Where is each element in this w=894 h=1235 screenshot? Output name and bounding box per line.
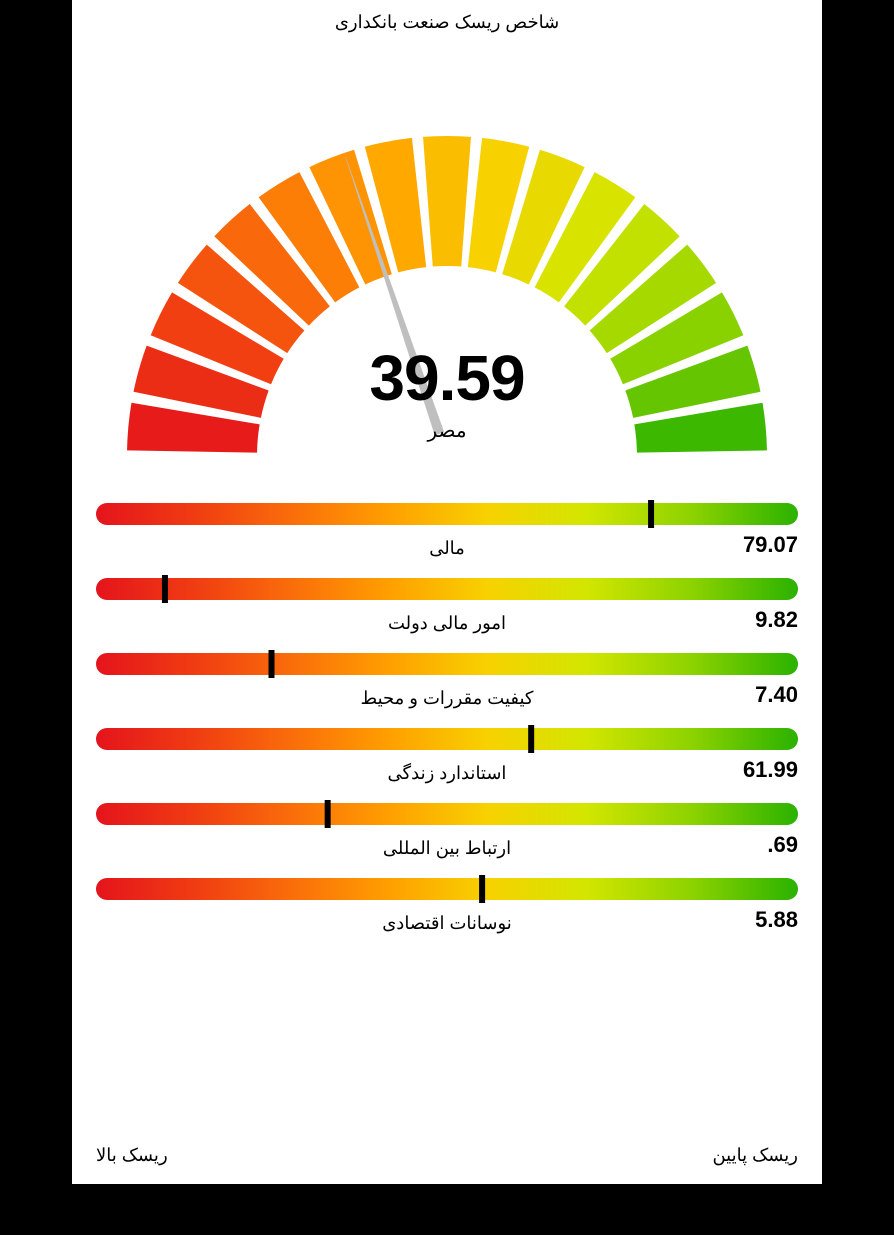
bar-value: 7.40 (718, 682, 798, 708)
bar-row: نوسانات اقتصادی5.88 (96, 875, 798, 934)
bar-label: ارتباط بین المللی (176, 832, 718, 859)
legend-high-risk: ریسک بالا (96, 1145, 168, 1166)
bar-value: 79.07 (718, 532, 798, 558)
bar-marker (648, 500, 654, 528)
bar-track (96, 725, 798, 753)
legend-footer: ریسک بالا ریسک پایین (96, 1145, 798, 1166)
risk-panel: شاخص ریسک صنعت بانکداری 39.59 مصر مالی79… (72, 0, 822, 1184)
bar-value: 9.82 (718, 607, 798, 633)
bar-value: 61.99 (718, 757, 798, 783)
bar-track (96, 500, 798, 528)
bar-marker (479, 875, 485, 903)
bar-track (96, 875, 798, 903)
gauge-segment (423, 136, 471, 267)
bar-track (96, 650, 798, 678)
legend-low-risk: ریسک پایین (712, 1145, 798, 1166)
bar-label: مالی (176, 532, 718, 559)
bar-label: امور مالی دولت (176, 607, 718, 634)
bar-label: استاندارد زندگی (176, 757, 718, 784)
gauge-chart: 39.59 مصر (72, 46, 822, 471)
gauge-label: مصر (72, 418, 822, 443)
bar-row: امور مالی دولت9.82 (96, 575, 798, 634)
bar-row: مالی79.07 (96, 500, 798, 559)
bar-row: ارتباط بین المللی.69 (96, 800, 798, 859)
bar-label: کیفیت مقررات و محیط (176, 682, 718, 709)
bar-value: .69 (718, 832, 798, 858)
bar-label: نوسانات اقتصادی (176, 907, 718, 934)
bar-marker (528, 725, 534, 753)
bar-marker (269, 650, 275, 678)
gauge-value: 39.59 (72, 341, 822, 415)
bar-track (96, 575, 798, 603)
bar-row: استاندارد زندگی61.99 (96, 725, 798, 784)
page-title: شاخص ریسک صنعت بانکداری (72, 0, 822, 46)
bar-track (96, 800, 798, 828)
bars-list: مالی79.07 امور مالی دولت9.82 کیفیت مقررات … (96, 500, 798, 950)
bar-marker (325, 800, 331, 828)
bar-marker (162, 575, 168, 603)
bar-value: 5.88 (718, 907, 798, 933)
bar-row: کیفیت مقررات و محیط7.40 (96, 650, 798, 709)
